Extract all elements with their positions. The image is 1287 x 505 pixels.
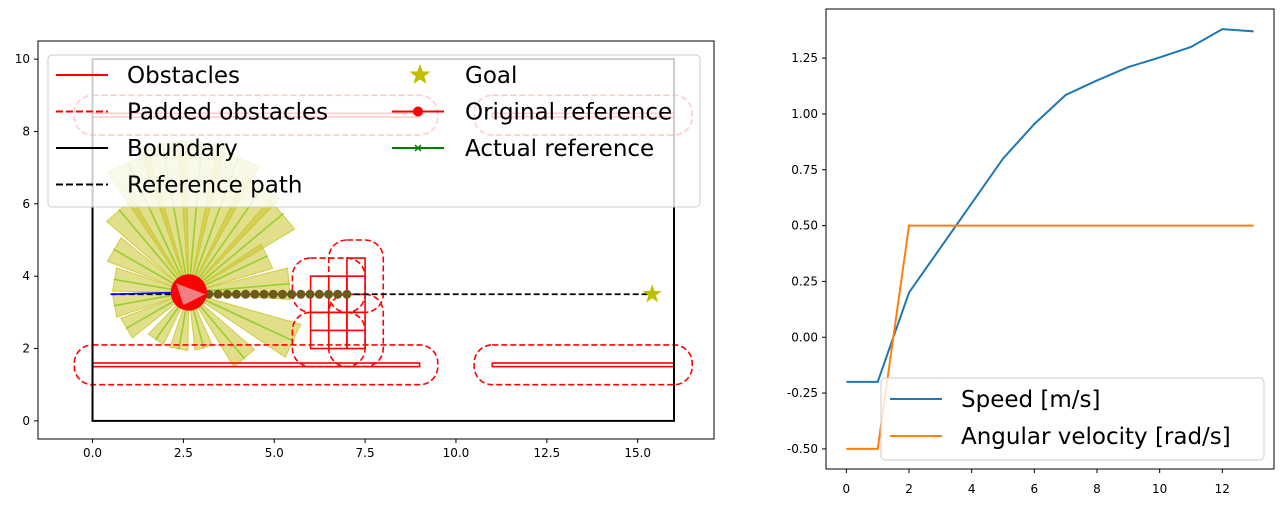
padded-obstacle	[473, 344, 693, 386]
map-axes: 0.0 2.5 5.0 7.5 10.0 12.5 15.0 0 2 4 6 8 10 Obstacles…	[15, 40, 715, 460]
reference-point	[314, 289, 324, 299]
y-tick-label: -0.50	[787, 442, 818, 456]
y-tick-label: 0.25	[791, 274, 818, 288]
legend-label: Padded obstacles	[127, 100, 328, 126]
x-tick-label: 0.0	[83, 446, 102, 460]
map-frame	[37, 40, 715, 440]
x-tick-label: 2	[905, 482, 913, 496]
x-tick-label: 7.5	[356, 446, 375, 460]
reference-point	[222, 289, 232, 299]
map-legend: Obstacles Padded obstacles Boundary Referen…	[47, 54, 701, 208]
x-tick-label: 15.0	[624, 446, 651, 460]
x-tick-label: 0	[843, 482, 851, 496]
legend-label: Boundary	[127, 136, 238, 162]
y-tick-label: 1.00	[791, 107, 818, 121]
reference-point	[250, 289, 260, 299]
x-tick-label: 4	[968, 482, 976, 496]
x-tick-label: 6	[1031, 482, 1039, 496]
legend-label: Reference path	[127, 173, 302, 199]
obstacle	[491, 362, 675, 368]
goal-marker	[642, 284, 662, 303]
y-tick-label: 8	[22, 124, 30, 138]
legend-label: Obstacles	[127, 63, 240, 89]
x-tick-label: 8	[1093, 482, 1101, 496]
velocity-legend: Speed [m/s] Angular velocity [rad/s]	[880, 377, 1265, 461]
legend-box	[880, 377, 1265, 461]
x-tick-label: 10	[1152, 482, 1167, 496]
reference-point	[324, 289, 334, 299]
map-plot-area	[73, 58, 693, 422]
legend-handle-dot	[413, 106, 423, 117]
y-tick-label: 0.00	[791, 330, 818, 344]
x-tick-label: 2.5	[174, 446, 193, 460]
legend-handle-goal	[409, 64, 431, 84]
y-tick-label: 10	[15, 52, 30, 66]
legend-label: Angular velocity [rad/s]	[961, 424, 1231, 450]
y-tick-label: 0.50	[791, 219, 818, 233]
y-tick-label: -0.25	[787, 386, 818, 400]
legend-label: Original reference	[465, 100, 672, 126]
y-tick-label: 0.75	[791, 163, 818, 177]
legend-label: Actual reference	[465, 136, 654, 162]
x-tick-label: 5.0	[265, 446, 284, 460]
legend-box	[47, 54, 701, 208]
obstacle	[91, 362, 421, 368]
padded-obstacle	[73, 344, 439, 386]
y-tick-label: 6	[22, 197, 30, 211]
x-tick-label: 12.5	[533, 446, 560, 460]
legend-label: Goal	[465, 63, 517, 89]
reference-point	[287, 289, 297, 299]
y-tick-label: 0	[22, 414, 30, 428]
y-tick-label: 1.25	[791, 51, 818, 65]
y-tick-label: 4	[22, 269, 30, 283]
reference-point	[277, 289, 287, 299]
velocity-axes: 0 2 4 6 8 10 12 -0.50 -0.25 0.00 0.25 0.50 0.75 1.00 1…	[787, 8, 1275, 496]
reference-point	[268, 289, 278, 299]
velocity-plot-area	[846, 28, 1254, 450]
robot-heading	[176, 283, 206, 306]
reference-point	[213, 289, 223, 299]
legend-label: Speed [m/s]	[961, 387, 1101, 413]
speed-line	[846, 28, 1254, 383]
angular-velocity-line	[846, 224, 1254, 450]
x-tick-label: 10.0	[443, 446, 470, 460]
reference-point	[241, 289, 251, 299]
y-tick-label: 2	[22, 342, 30, 356]
sensor-ray	[188, 212, 285, 294]
sensor-ray	[188, 291, 295, 343]
legend-handle-x	[414, 144, 422, 152]
velocity-frame	[825, 8, 1275, 470]
reference-point	[259, 289, 269, 299]
trajectory	[110, 291, 180, 296]
x-tick-label: 12	[1215, 482, 1230, 496]
reference-point	[231, 289, 241, 299]
reference-point	[342, 289, 352, 299]
reference-point	[333, 289, 343, 299]
reference-point	[296, 289, 306, 299]
reference-point	[305, 289, 315, 299]
